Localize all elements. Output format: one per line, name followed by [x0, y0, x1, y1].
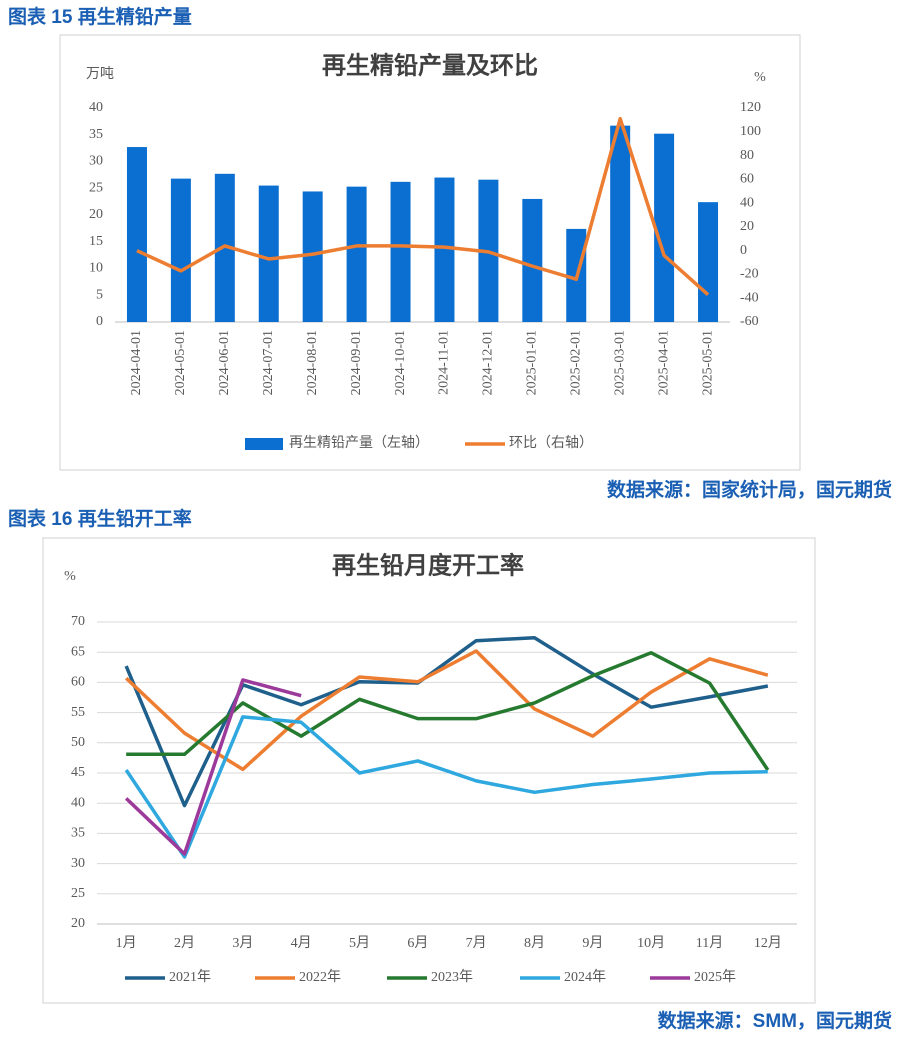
- y2-tick-label: 60: [740, 172, 754, 187]
- y2-tick-label: 20: [740, 219, 754, 234]
- legend-label: 2022年: [299, 969, 341, 985]
- y-tick-label: 0: [96, 314, 103, 329]
- x-tick-label: 2月: [174, 935, 195, 951]
- bar: [258, 185, 279, 322]
- y-tick-label: 25: [71, 886, 85, 901]
- y-tick-label: 35: [71, 826, 85, 841]
- x-tick-label: 10月: [637, 935, 665, 951]
- y2-axis-title: %: [754, 70, 766, 85]
- x-tick-label: 12月: [754, 935, 782, 951]
- y2-tick-label: 40: [740, 195, 754, 210]
- x-tick-label: 9月: [582, 935, 603, 951]
- y-tick-label: 20: [89, 207, 103, 222]
- legend-label: 再生精铅产量（左轴）: [289, 435, 429, 451]
- legend-label: 环比（右轴）: [509, 435, 593, 451]
- x-tick-label: 2024-11-01: [437, 330, 452, 395]
- y-tick-label: 70: [71, 614, 85, 629]
- bar: [522, 198, 543, 322]
- x-tick-label: 2024-12-01: [481, 330, 496, 395]
- bar: [390, 181, 411, 322]
- y-tick-label: 50: [71, 735, 85, 750]
- chart-frame: [42, 537, 816, 1004]
- line-series: [124, 649, 769, 772]
- bar: [434, 177, 455, 322]
- y-tick-label: 40: [71, 795, 85, 810]
- legend-label: 2025年: [694, 969, 736, 985]
- bar: [126, 147, 147, 322]
- figure-caption: 图表 15 再生精铅产量: [8, 5, 192, 28]
- x-tick-label: 2024-09-01: [349, 330, 364, 395]
- y2-tick-label: 120: [740, 100, 761, 115]
- y-tick-label: 65: [71, 644, 85, 659]
- y-tick-label: 35: [89, 127, 103, 142]
- y2-tick-label: -60: [740, 314, 759, 329]
- y2-tick-label: 0: [740, 243, 747, 258]
- bar: [170, 178, 191, 322]
- x-tick-label: 4月: [291, 935, 312, 951]
- line-series: [124, 678, 302, 856]
- x-tick-label: 2024-05-01: [173, 330, 188, 395]
- x-tick-label: 2025-03-01: [612, 330, 627, 395]
- bar: [610, 125, 631, 322]
- x-tick-label: 2024-07-01: [261, 330, 276, 395]
- y-tick-label: 5: [96, 287, 103, 302]
- y-tick-label: 15: [89, 234, 103, 249]
- legend-label: 2024年: [564, 969, 606, 985]
- x-tick-label: 2025-01-01: [525, 330, 540, 395]
- x-tick-label: 7月: [466, 935, 487, 951]
- line-series: [124, 715, 768, 859]
- x-tick-label: 8月: [524, 935, 545, 951]
- y-tick-label: 45: [71, 765, 85, 780]
- x-tick-label: 2024-10-01: [393, 330, 408, 395]
- bar: [302, 191, 323, 322]
- y2-tick-label: 100: [740, 124, 761, 139]
- chart-title: 再生铅月度开工率: [332, 552, 524, 580]
- x-tick-label: 2025-04-01: [656, 330, 671, 395]
- x-tick-label: 2025-02-01: [568, 330, 583, 395]
- line-series: [136, 116, 710, 296]
- x-tick-label: 11月: [696, 935, 723, 951]
- source-note: 数据来源：SMM，国元期货: [658, 1009, 892, 1032]
- bar: [346, 186, 367, 322]
- x-tick-label: 2024-06-01: [217, 330, 232, 395]
- y2-tick-label: -20: [740, 267, 759, 282]
- x-tick-label: 6月: [407, 935, 428, 951]
- y-tick-label: 60: [71, 675, 85, 690]
- y-tick-label: 25: [89, 180, 103, 195]
- x-tick-label: 1月: [116, 935, 137, 951]
- y-tick-label: 30: [71, 856, 85, 871]
- y2-tick-label: 80: [740, 148, 754, 163]
- figure-caption: 图表 16 再生铅开工率: [8, 507, 192, 530]
- bar: [698, 202, 719, 322]
- y-tick-label: 55: [71, 705, 85, 720]
- legend-label: 2021年: [169, 969, 211, 985]
- x-tick-label: 3月: [232, 935, 253, 951]
- x-tick-label: 5月: [349, 935, 370, 951]
- legend-swatch: [245, 438, 283, 450]
- y-tick-label: 40: [89, 100, 103, 115]
- y-axis-title: %: [64, 569, 76, 584]
- chart-title: 再生精铅产量及环比: [322, 52, 538, 80]
- source-note: 数据来源：国家统计局，国元期货: [607, 478, 892, 501]
- y-tick-label: 30: [89, 154, 103, 169]
- x-tick-label: 2024-04-01: [129, 330, 144, 395]
- bar: [654, 133, 675, 322]
- y-tick-label: 20: [71, 916, 85, 931]
- y2-tick-label: -40: [740, 290, 759, 305]
- x-tick-label: 2024-08-01: [305, 330, 320, 395]
- x-tick-label: 2025-05-01: [700, 330, 715, 395]
- y-tick-label: 10: [89, 261, 103, 276]
- legend-label: 2023年: [431, 969, 473, 985]
- y-axis-title: 万吨: [86, 66, 114, 82]
